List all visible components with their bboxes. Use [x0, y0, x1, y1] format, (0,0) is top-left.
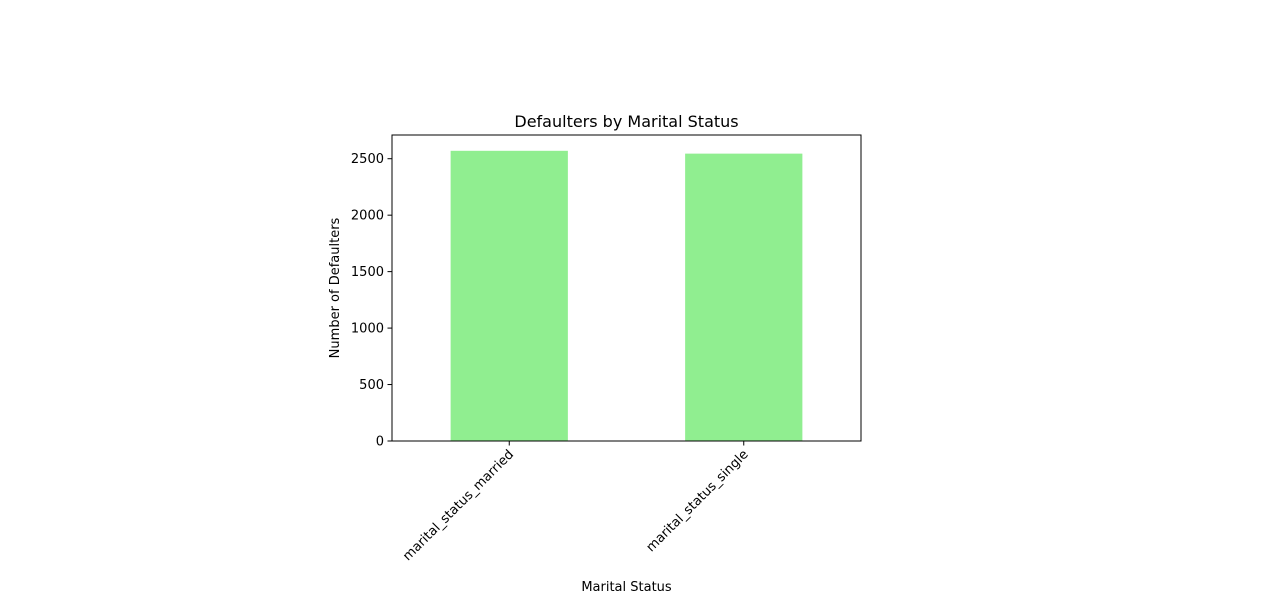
chart-title: Defaulters by Marital Status	[514, 112, 738, 131]
axes-layer	[387, 134, 862, 446]
plot-frame	[391, 134, 862, 442]
x-tick-label: marital_status_single	[644, 447, 752, 555]
y-axis-label: Number of Defaulters	[328, 217, 343, 358]
bar-marital-status-married	[450, 150, 568, 442]
y-tick-label: 0	[376, 435, 384, 450]
y-tick-label: 1000	[351, 322, 384, 337]
x-tick-label: marital_status_married	[400, 447, 517, 564]
y-tick-label: 500	[359, 378, 384, 393]
y-tick-label: 2500	[351, 152, 384, 167]
y-tick-label: 1500	[351, 265, 384, 280]
bars-layer	[450, 150, 803, 442]
bar-marital-status-single	[685, 153, 803, 442]
y-tick-label: 2000	[351, 209, 384, 224]
x-axis-label: Marital Status	[581, 580, 672, 595]
